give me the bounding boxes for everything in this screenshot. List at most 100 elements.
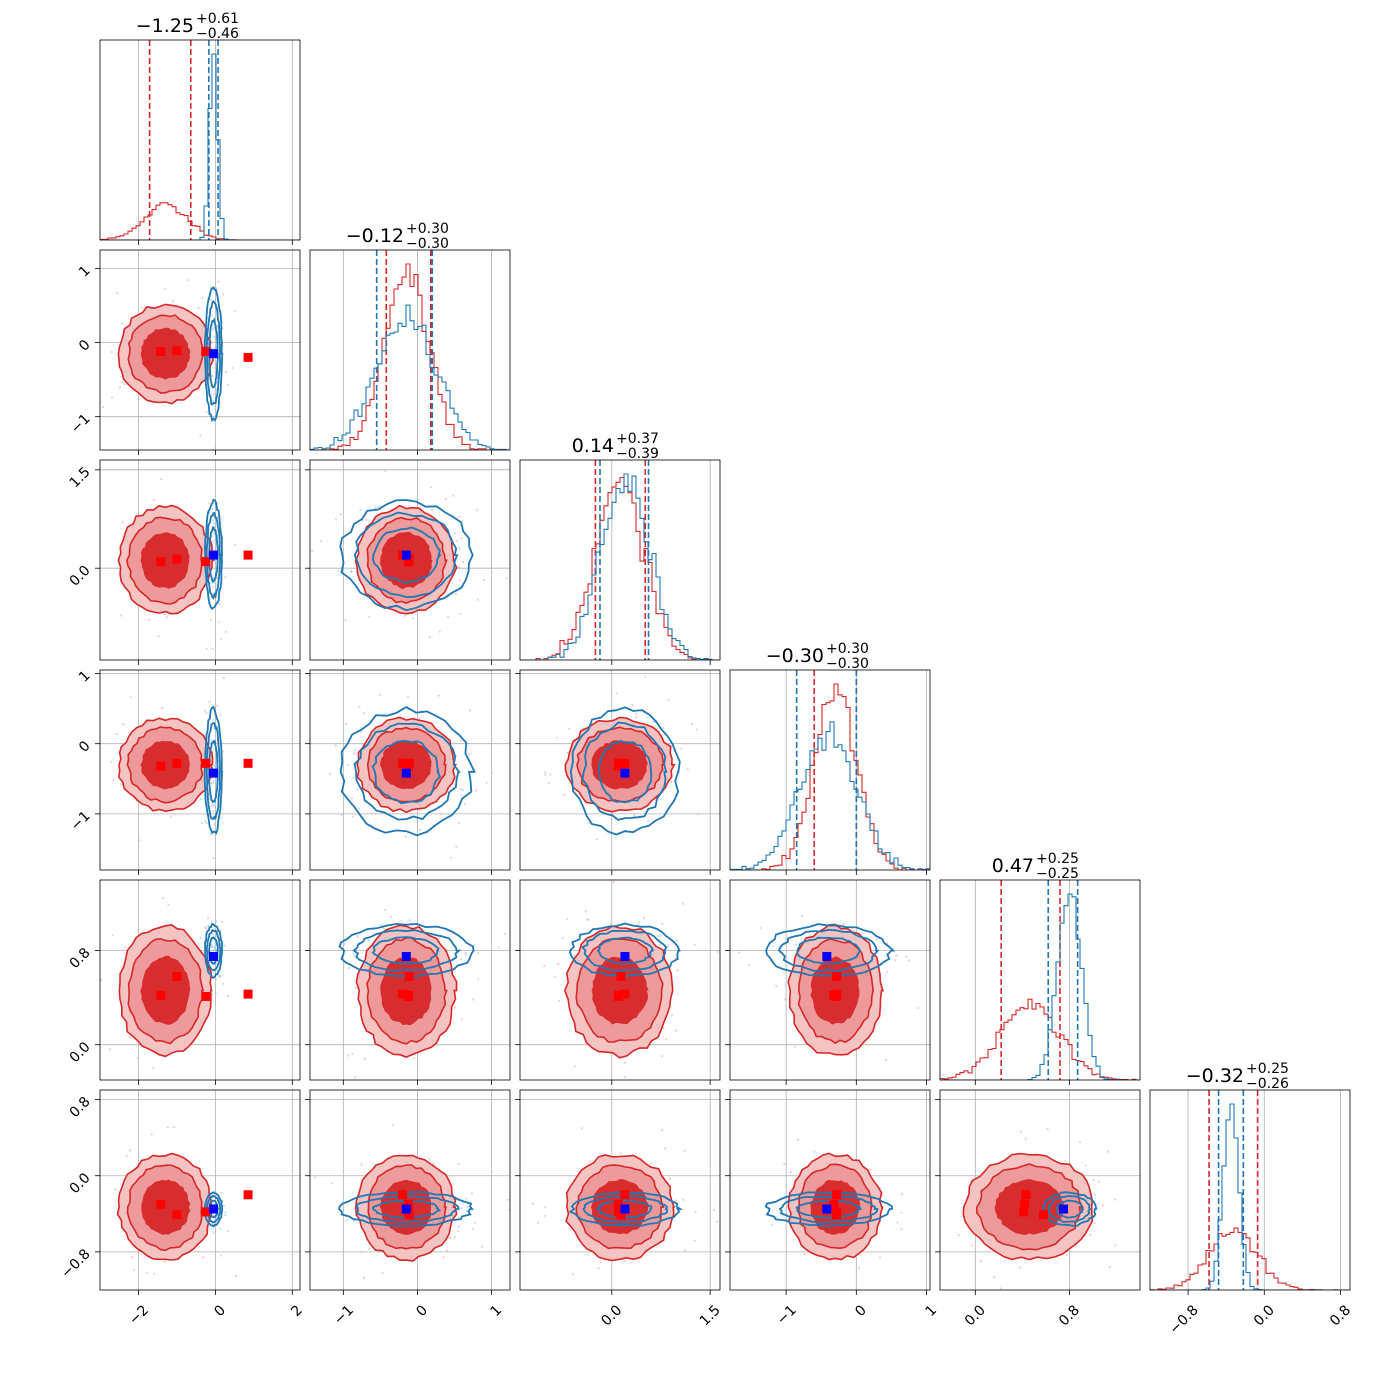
- sample-point-blue: [544, 771, 547, 774]
- blue-contour-level: [597, 740, 653, 804]
- sample-point-blue: [220, 638, 223, 641]
- sample-point-blue: [686, 768, 689, 771]
- y-tick-label: 0: [76, 738, 94, 756]
- sample-point-red: [431, 1162, 435, 1165]
- sample-point-red: [636, 923, 640, 926]
- sample-point-blue: [430, 486, 433, 489]
- sample-point-blue: [875, 938, 878, 941]
- sample-point-red: [1097, 1180, 1101, 1183]
- y-tick-label: −1: [68, 411, 94, 437]
- sample-point-blue: [207, 925, 210, 928]
- histogram-red: [310, 263, 510, 450]
- panel-frame: [99, 459, 301, 661]
- truth-marker-red: [156, 346, 166, 356]
- y-tick-label: 0.8: [67, 1094, 94, 1121]
- sample-point-red: [163, 613, 166, 616]
- blue-contour-level: [596, 936, 655, 965]
- sample-point-red: [664, 1147, 667, 1150]
- sample-point-blue: [508, 1208, 510, 1211]
- sample-point-blue: [337, 570, 340, 573]
- sample-point-red: [584, 910, 587, 913]
- truth-marker-blue: [401, 768, 411, 778]
- sample-point-red: [114, 1188, 117, 1191]
- sample-point-red: [102, 405, 105, 409]
- sample-point-blue: [212, 540, 215, 543]
- sample-point-red: [157, 635, 160, 638]
- y-tick-label: 1.5: [67, 464, 94, 491]
- truth-marker-red: [832, 989, 842, 999]
- sample-point-blue: [210, 943, 213, 946]
- sample-point-red: [110, 760, 113, 763]
- sample-point-blue: [465, 1210, 469, 1213]
- title-minus: −0.46: [196, 26, 239, 42]
- sample-point-blue: [449, 856, 453, 859]
- blue-contour-level: [581, 721, 668, 821]
- truth-marker-red: [201, 758, 211, 768]
- sample-point-red: [169, 815, 172, 818]
- x-tick-label: 1: [487, 1302, 505, 1320]
- sample-point-red: [900, 1228, 903, 1231]
- sample-point-blue: [347, 966, 350, 970]
- sample-point-blue: [531, 1202, 534, 1205]
- sample-point-red: [1078, 1140, 1082, 1144]
- title-value: 0.14: [572, 435, 614, 457]
- truth-marker-blue: [208, 1204, 218, 1214]
- panel-frame: [309, 249, 511, 451]
- sample-point-blue: [661, 922, 664, 925]
- x-tick-label: 0.0: [962, 1302, 989, 1329]
- sample-point-blue: [800, 938, 803, 941]
- sample-point-red: [907, 959, 911, 962]
- sample-point-red: [674, 1199, 677, 1202]
- sample-point-red: [151, 1066, 155, 1070]
- sample-point-blue: [896, 1221, 899, 1224]
- density-group: [730, 1138, 904, 1270]
- sample-point-blue: [320, 540, 323, 543]
- sample-point-blue: [218, 975, 221, 979]
- sample-point-red: [163, 1260, 166, 1263]
- sample-point-blue: [403, 614, 406, 617]
- sample-point-red: [869, 1168, 872, 1171]
- y-tick-label: 0.0: [67, 1039, 94, 1066]
- truth-marker-blue: [1059, 1204, 1069, 1214]
- truth-marker-red: [832, 1190, 842, 1200]
- sample-point-red: [793, 1046, 796, 1049]
- sample-point-red: [219, 1254, 223, 1257]
- truth-marker-red: [404, 758, 414, 768]
- sample-point-blue: [544, 773, 547, 776]
- title-value: −0.30: [766, 645, 824, 667]
- sample-point-blue: [347, 763, 350, 767]
- sample-point-blue: [211, 585, 215, 588]
- sample-point-red: [166, 1126, 169, 1129]
- sample-point-blue: [1094, 1193, 1097, 1196]
- y-tick-label: 1: [76, 263, 94, 281]
- sample-point-blue: [563, 793, 566, 796]
- title-minus: −0.30: [406, 236, 449, 252]
- sample-point-blue: [359, 730, 363, 733]
- sample-point-red: [121, 322, 124, 325]
- sample-point-red: [119, 614, 122, 617]
- panel-5-4: [935, 1090, 1140, 1295]
- sample-point-blue: [477, 952, 480, 955]
- sample-point-red: [172, 300, 175, 303]
- truth-marker-red: [404, 991, 414, 1001]
- sample-point-blue: [464, 952, 467, 955]
- sample-point-red: [121, 520, 124, 523]
- truth-marker-red: [620, 758, 630, 768]
- truth-marker-blue: [822, 951, 832, 961]
- sample-point-red: [796, 1138, 800, 1141]
- sample-point-blue: [222, 676, 225, 680]
- density-group: [313, 1123, 510, 1279]
- sample-point-blue: [800, 914, 804, 917]
- sample-point-blue: [224, 576, 227, 579]
- sample-point-blue: [667, 944, 670, 947]
- sample-point-blue: [447, 813, 450, 816]
- sample-point-red: [120, 783, 123, 786]
- density-group: [544, 675, 700, 841]
- sample-point-blue: [215, 287, 218, 290]
- truth-marker-blue: [401, 951, 411, 961]
- truth-marker-blue: [208, 951, 218, 961]
- sample-point-blue: [586, 918, 589, 921]
- sample-point-blue: [404, 835, 407, 838]
- sample-point-red: [370, 1043, 373, 1047]
- panel-frame: [729, 879, 931, 1081]
